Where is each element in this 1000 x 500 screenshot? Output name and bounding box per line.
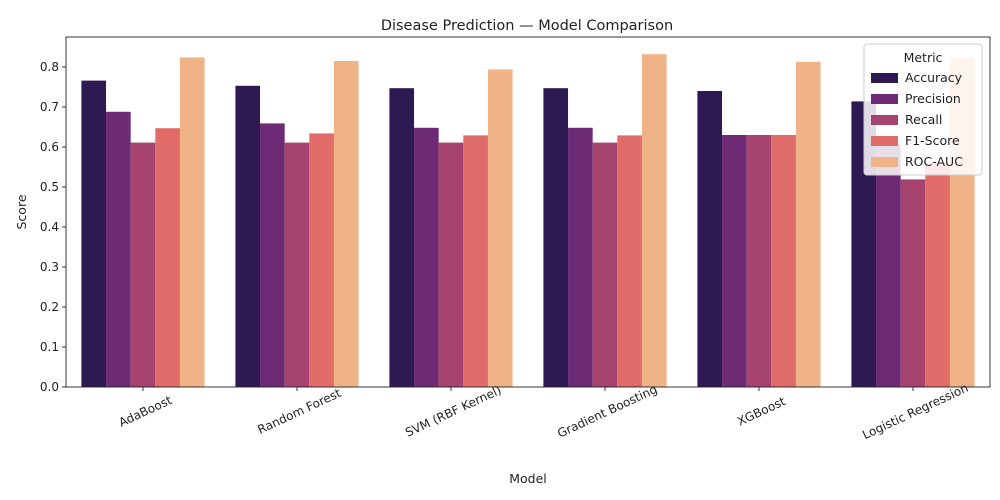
y-tick-label: 0.3	[40, 260, 59, 274]
bar-recall-4	[746, 135, 772, 387]
bar-accuracy-1	[235, 85, 261, 388]
legend-entry: ROC-AUC	[905, 154, 963, 169]
bar-f1-score-1	[309, 133, 334, 387]
legend-title: Metric	[904, 50, 943, 65]
bar-f1-score-4	[771, 135, 796, 387]
y-tick-label: 0.8	[40, 60, 59, 74]
y-axis: 0.0 0.1 0.2 0.3 0.4 0.5 0.6 0.7 0.8	[40, 60, 66, 394]
bar-accuracy-3	[543, 88, 569, 387]
bar-accuracy-2	[389, 88, 415, 387]
bar-precision-0	[106, 111, 131, 388]
bar-precision-3	[568, 127, 593, 388]
bar-accuracy-4	[697, 91, 723, 387]
legend-swatch	[871, 115, 898, 125]
bar-accuracy-0	[81, 80, 107, 387]
bar-recall-0	[130, 142, 156, 387]
bar-precision-5	[876, 144, 901, 387]
legend-swatch	[871, 73, 898, 83]
x-tick-label: Gradient Boosting	[555, 382, 659, 441]
y-tick-label: 0.7	[40, 100, 59, 114]
legend-entry: Accuracy	[905, 70, 963, 85]
bar-roc-auc-3	[641, 54, 667, 387]
plot-frame	[65, 36, 991, 388]
y-tick-label: 0.6	[40, 140, 59, 154]
legend-entry: F1-Score	[905, 133, 960, 148]
legend-swatch	[871, 157, 898, 167]
bar-roc-auc-2	[487, 69, 513, 388]
y-tick-label: 0.0	[40, 380, 59, 394]
legend-swatch	[871, 94, 898, 104]
x-tick-label: SVM (RBF Kernel)	[403, 383, 503, 440]
bar-recall-5	[900, 179, 926, 387]
bar-f1-score-3	[617, 135, 642, 387]
legend: Metric Accuracy Precision Recall F1-Score ROC…	[863, 43, 983, 176]
chart-title: Disease Prediction — Model Comparison	[381, 18, 673, 34]
bar-recall-1	[284, 142, 310, 387]
bars-group	[81, 54, 975, 388]
legend-entry: Recall	[905, 112, 942, 127]
x-tick-label: AdaBoost	[117, 393, 175, 430]
x-tick-label: Random Forest	[255, 386, 343, 437]
bar-recall-2	[438, 142, 464, 387]
y-axis-label: Score	[14, 194, 29, 229]
bar-f1-score-5	[925, 163, 950, 387]
y-tick-label: 0.5	[40, 180, 59, 194]
bar-roc-auc-0	[179, 57, 205, 388]
y-tick-label: 0.4	[40, 220, 59, 234]
x-axis: AdaBoost Random Forest SVM (RBF Kernel) Gra…	[117, 381, 971, 442]
y-tick-label: 0.1	[40, 340, 59, 354]
bar-precision-2	[414, 127, 439, 388]
y-tick-label: 0.2	[40, 300, 59, 314]
x-tick-label: Logistic Regression	[860, 381, 970, 442]
bar-precision-1	[260, 123, 285, 388]
bar-roc-auc-4	[795, 61, 821, 388]
legend-entry: Precision	[905, 91, 961, 106]
bar-recall-3	[592, 142, 618, 387]
bar-precision-4	[722, 135, 747, 387]
bar-f1-score-2	[463, 135, 488, 387]
x-axis-label: Model	[509, 471, 547, 486]
legend-swatch	[871, 136, 898, 146]
bar-roc-auc-1	[333, 61, 359, 387]
x-tick-label: XGBoost	[735, 394, 788, 429]
bar-f1-score-0	[155, 128, 180, 387]
